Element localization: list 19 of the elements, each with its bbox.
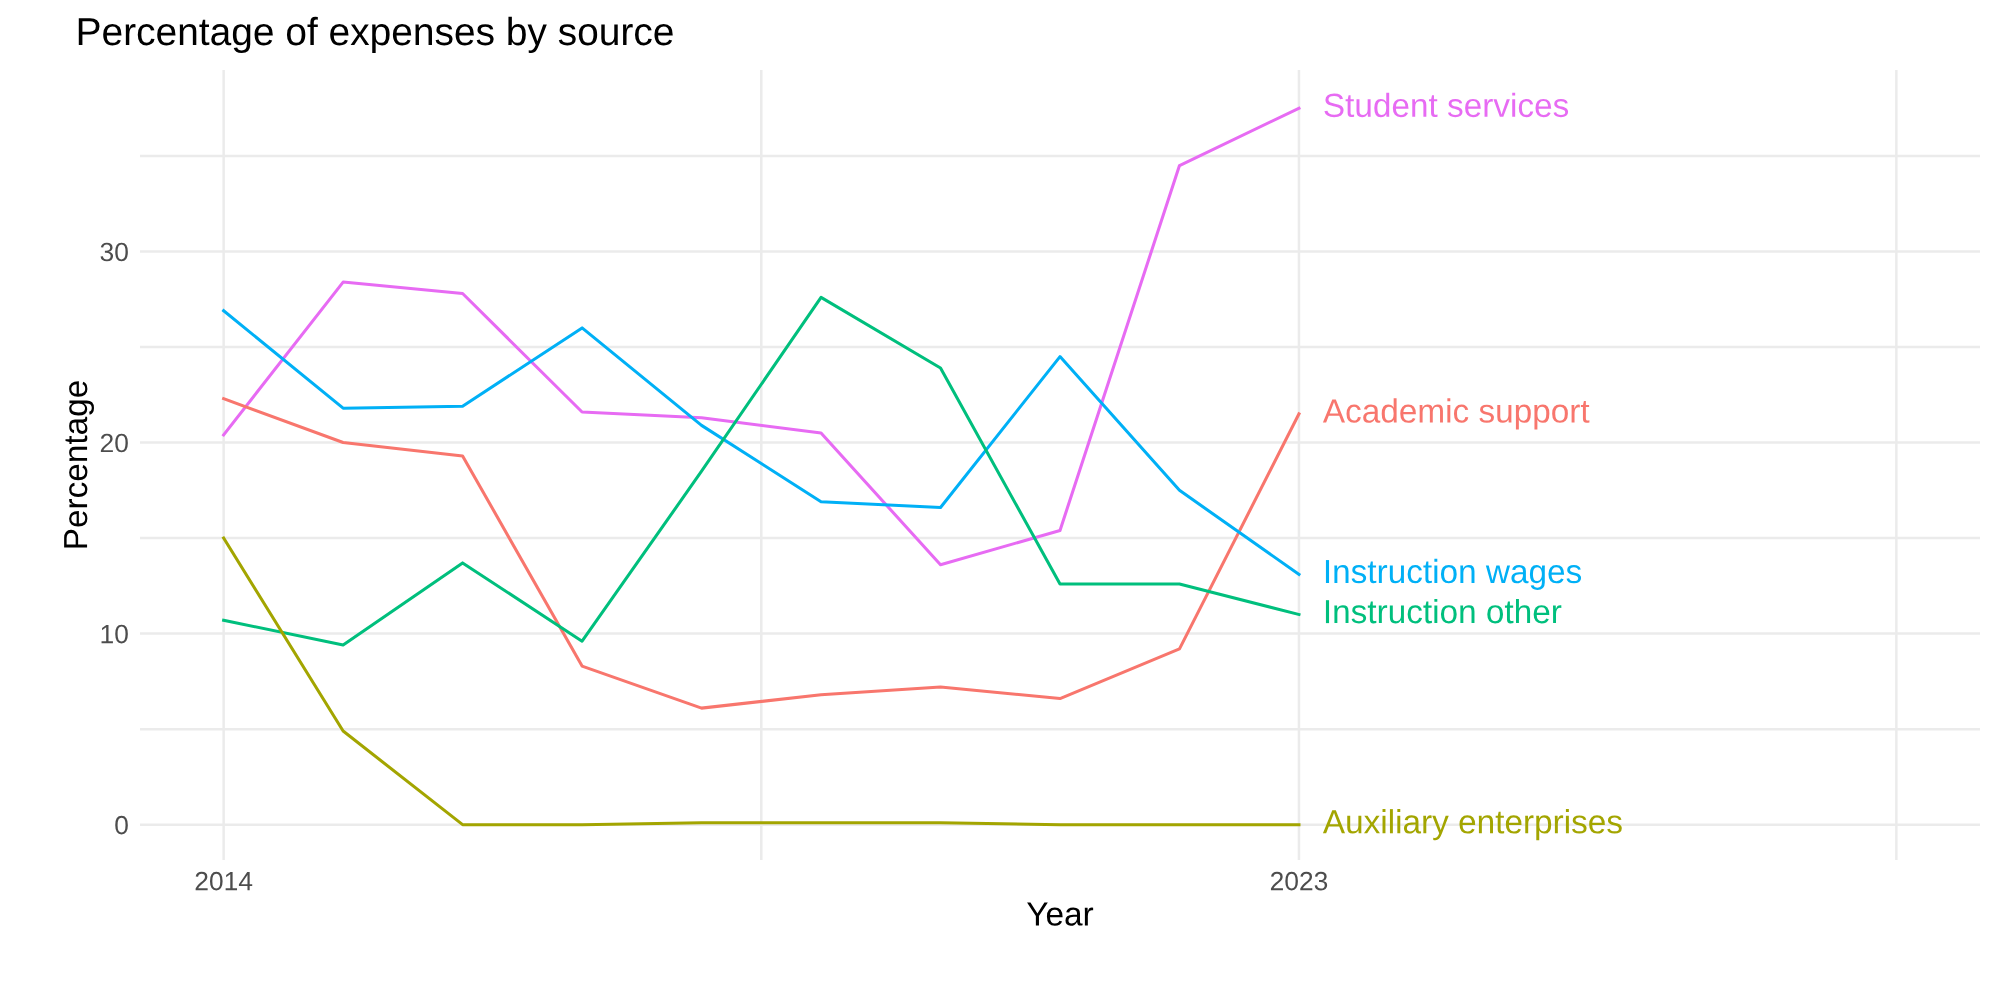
x-tick-label: 2014 xyxy=(195,871,253,891)
series-label: Academic support xyxy=(1322,398,1590,430)
series-label: Auxiliary enterprises xyxy=(1322,809,1622,841)
chart-title: Percentage of expenses by source xyxy=(78,16,673,54)
y-tick-label: 10 xyxy=(101,624,128,644)
y-tick-label: 20 xyxy=(100,433,128,453)
series-label: Instruction wages xyxy=(1325,558,1582,590)
line-series xyxy=(222,309,1301,576)
y-axis-title: Percentage xyxy=(64,381,94,548)
line-series xyxy=(222,397,1301,710)
x-tick-label: 2023 xyxy=(1270,871,1328,891)
x-axis-title: Year xyxy=(1027,902,1094,926)
series-label: Student services xyxy=(1324,92,1569,118)
line-series xyxy=(222,536,1301,827)
series-label: Instruction other xyxy=(1325,598,1562,624)
y-tick-label: 30 xyxy=(100,242,128,262)
line-series xyxy=(222,106,1301,567)
line-series xyxy=(222,295,1301,647)
y-tick-label: 0 xyxy=(115,815,128,835)
